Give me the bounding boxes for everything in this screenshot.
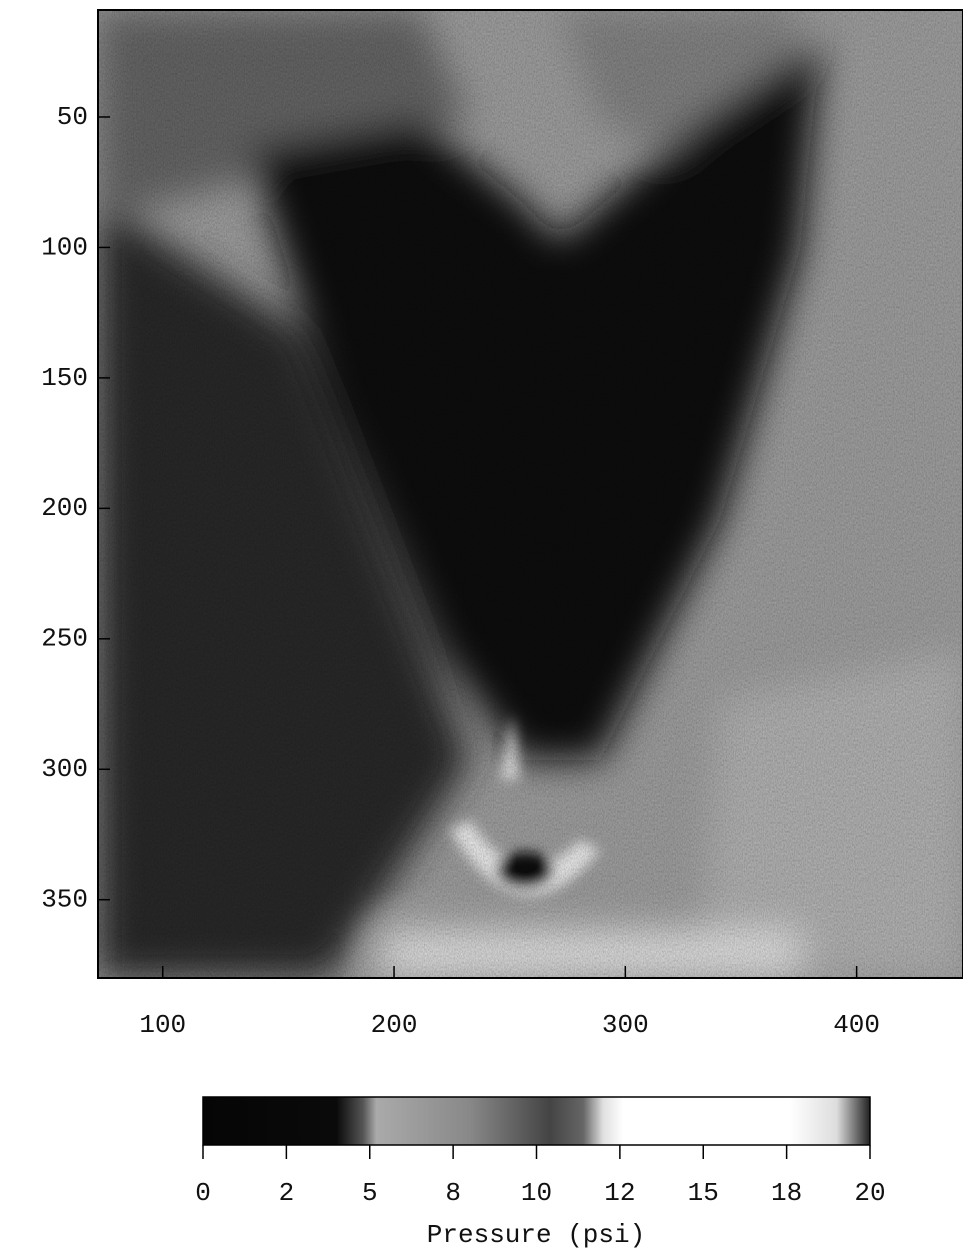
colorbar-label: Pressure (psi): [427, 1220, 645, 1250]
colorbar-tick-label: 15: [688, 1178, 719, 1208]
colorbar-tick-label: 18: [771, 1178, 802, 1208]
colorbar-tick-label: 20: [854, 1178, 885, 1208]
colorbar-tick-label: 0: [195, 1178, 211, 1208]
colorbar-tick-label: 2: [279, 1178, 295, 1208]
colorbar: [202, 1096, 871, 1146]
plot-frame: [97, 9, 963, 979]
y-tick-label: 100: [41, 232, 88, 262]
y-tick-label: 200: [41, 493, 88, 523]
x-tick-label: 200: [371, 1010, 418, 1040]
pressure-image: [98, 10, 963, 978]
y-tick-label: 250: [41, 624, 88, 654]
colorbar-tick-label: 5: [362, 1178, 378, 1208]
colorbar-tick-label: 10: [521, 1178, 552, 1208]
x-tick-label: 100: [139, 1010, 186, 1040]
x-tick-label: 300: [602, 1010, 649, 1040]
x-tick-label: 400: [833, 1010, 880, 1040]
y-tick-label: 300: [41, 754, 88, 784]
colorbar-tick-label: 8: [445, 1178, 461, 1208]
y-tick-label: 50: [57, 102, 88, 132]
y-tick-label: 150: [41, 363, 88, 393]
colorbar-tick-label: 12: [604, 1178, 635, 1208]
y-tick-label: 350: [41, 885, 88, 915]
